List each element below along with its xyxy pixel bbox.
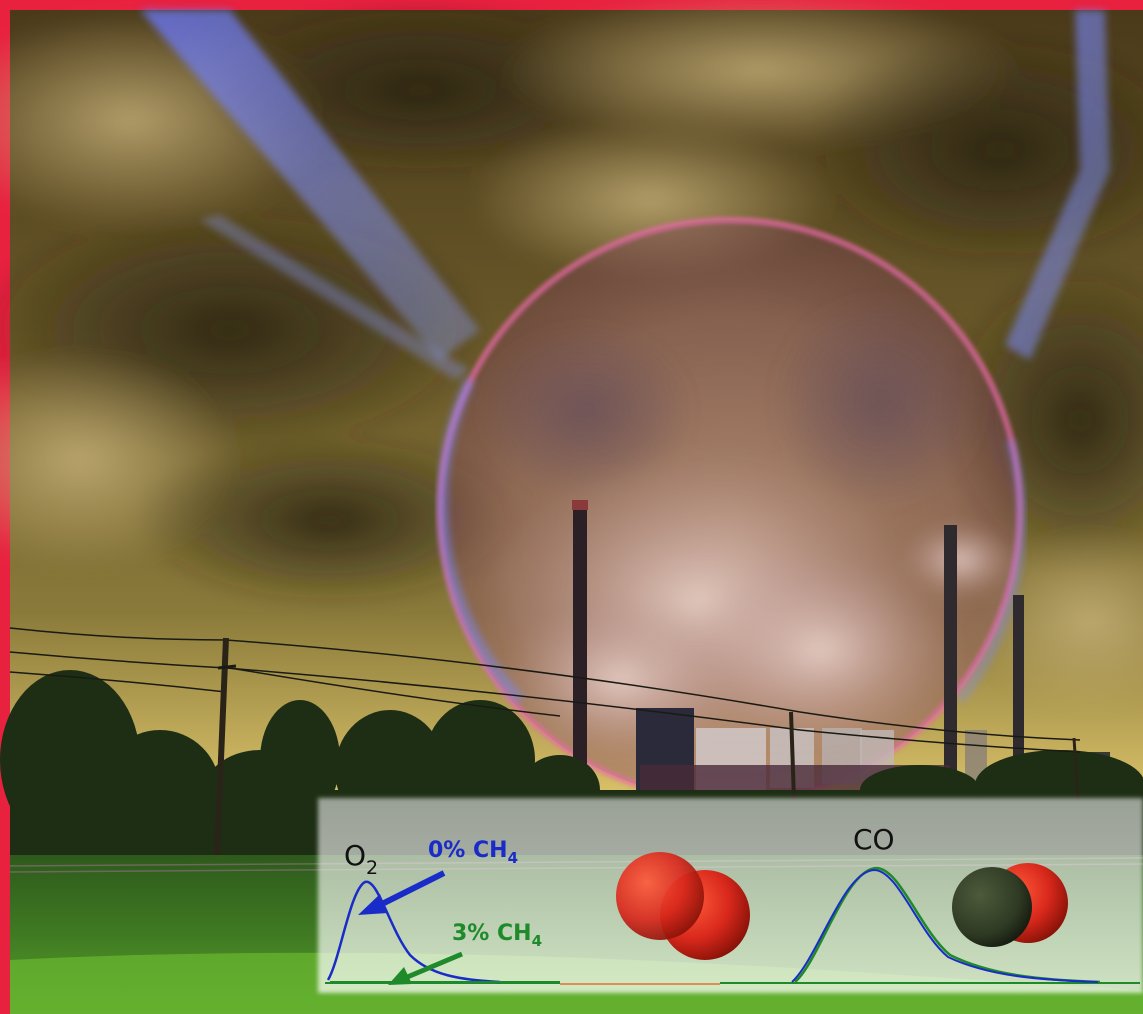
co-molecule [952, 863, 1068, 947]
arrow-3-ch4 [388, 951, 463, 985]
overlay-panel: O2 0% CH4 3% CH4 CO [318, 798, 1143, 993]
pollution-bubble [437, 217, 1026, 803]
arrow-0-ch4 [358, 870, 446, 915]
co-label: CO [853, 823, 895, 856]
co-peak-0-ch4 [791, 868, 1099, 983]
ch4-3-label: 3% CH4 [452, 921, 542, 950]
o2-molecule [616, 852, 750, 960]
light-beams [140, 10, 1110, 380]
ch4-0-label: 0% CH4 [428, 838, 518, 867]
smokestacks [572, 500, 1024, 790]
power-lines [9, 627, 1081, 953]
o2-label: O2 [344, 839, 378, 879]
